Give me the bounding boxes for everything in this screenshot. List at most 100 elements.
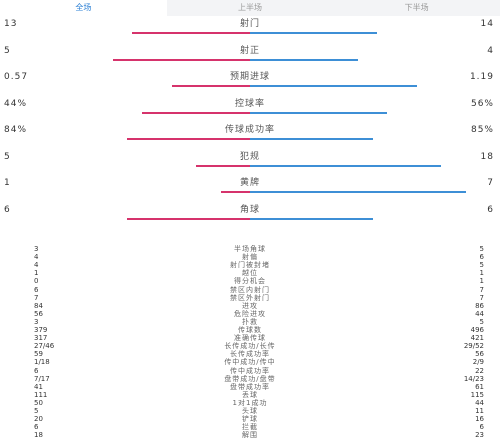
home-value: 7 bbox=[34, 293, 39, 302]
home-value: 13 bbox=[4, 19, 18, 29]
home-value: 56 bbox=[34, 309, 43, 318]
tab-first-half[interactable]: 上半场 bbox=[238, 3, 262, 12]
table-row: 3 扑救 5 bbox=[0, 317, 500, 327]
period-tabs: 全场 上半场 下半场 bbox=[0, 0, 500, 16]
home-value: 1 bbox=[34, 269, 39, 278]
stat-label: 进攻 bbox=[242, 301, 258, 310]
away-value: 6 bbox=[479, 423, 484, 432]
home-value: 0.57 bbox=[4, 72, 29, 82]
stat-label: 禁区外射门 bbox=[230, 293, 270, 302]
home-value: 27/46 bbox=[34, 342, 55, 351]
table-row: 18 解围 23 bbox=[0, 430, 500, 440]
table-row: 111 丢球 115 bbox=[0, 390, 500, 400]
bar-stat-row: 0.57 预期进球 1.19 bbox=[0, 71, 500, 98]
stat-label: 得分机会 bbox=[234, 277, 266, 286]
stat-label: 射偏 bbox=[242, 253, 258, 262]
away-value: 16 bbox=[475, 415, 484, 424]
away-value: 421 bbox=[470, 334, 484, 343]
bar-stat-row: 5 射正 4 bbox=[0, 45, 500, 72]
home-value: 1/18 bbox=[34, 358, 50, 367]
stat-label: 铲球 bbox=[242, 415, 258, 424]
bar-stat-row: 5 犯规 18 bbox=[0, 151, 500, 178]
away-value: 4 bbox=[487, 45, 494, 56]
away-value: 5 bbox=[479, 261, 484, 270]
away-bar bbox=[250, 164, 441, 167]
away-value: 5 bbox=[479, 317, 484, 326]
home-value: 1 bbox=[4, 178, 11, 188]
tab-second-half[interactable]: 下半场 bbox=[404, 3, 429, 12]
away-bar bbox=[250, 217, 373, 220]
stat-label: 角球 bbox=[239, 204, 260, 215]
stat-label: 传球成功率 bbox=[224, 125, 275, 135]
away-value: 7 bbox=[479, 293, 484, 302]
stat-label: 头球 bbox=[242, 407, 258, 415]
stat-label: 传中成功率 bbox=[230, 366, 270, 375]
home-value: 18 bbox=[34, 431, 43, 440]
away-value: 496 bbox=[470, 326, 484, 334]
table-row: 379 传球数 496 bbox=[0, 325, 500, 335]
away-value: 22 bbox=[475, 366, 484, 375]
home-bar bbox=[113, 58, 250, 61]
table-row: 4 射门被封堵 5 bbox=[0, 260, 500, 270]
home-bar bbox=[221, 191, 250, 193]
home-bar bbox=[132, 32, 250, 34]
away-value: 44 bbox=[475, 309, 484, 318]
away-value: 6 bbox=[479, 253, 484, 262]
table-row: 1/18 传中成功/传中 2/9 bbox=[0, 357, 500, 367]
tab-full-match[interactable]: 全场 bbox=[0, 0, 167, 16]
stat-label: 控球率 bbox=[234, 98, 265, 109]
bar-stat-row: 1 黄牌 7 bbox=[0, 177, 500, 204]
stat-label: 禁区内射门 bbox=[230, 285, 270, 294]
away-value: 14 bbox=[480, 19, 494, 29]
away-value: 1 bbox=[479, 269, 484, 278]
home-value: 3 bbox=[34, 245, 39, 253]
table-row: 6 拦截 6 bbox=[0, 422, 500, 432]
table-row: 84 进攻 86 bbox=[0, 301, 500, 311]
table-row: 0 得分机会 1 bbox=[0, 276, 500, 286]
away-value: 2/9 bbox=[472, 358, 484, 367]
away-value: 85% bbox=[470, 125, 494, 135]
table-row: 20 铲球 16 bbox=[0, 414, 500, 424]
stat-label: 射门被封堵 bbox=[230, 261, 270, 270]
home-value: 6 bbox=[4, 204, 11, 215]
away-value: 7 bbox=[479, 285, 484, 294]
home-value: 6 bbox=[34, 285, 39, 294]
stat-label: 扑救 bbox=[242, 317, 258, 326]
table-row: 56 危险进攻 44 bbox=[0, 309, 500, 319]
away-bar bbox=[250, 111, 387, 114]
away-value: 115 bbox=[470, 390, 484, 399]
away-value: 11 bbox=[475, 407, 484, 415]
away-value: 18 bbox=[480, 151, 494, 162]
home-value: 84% bbox=[4, 125, 28, 135]
table-row: 27/46 长传成功/长传 29/52 bbox=[0, 341, 500, 351]
home-value: 111 bbox=[34, 390, 48, 399]
home-value: 317 bbox=[34, 334, 48, 343]
away-bar bbox=[250, 85, 417, 87]
home-value: 379 bbox=[34, 326, 48, 334]
table-row: 41 盘带成功率 61 bbox=[0, 382, 500, 392]
home-bar bbox=[127, 138, 250, 140]
away-value: 14/23 bbox=[463, 374, 484, 383]
stat-label: 解围 bbox=[242, 431, 258, 440]
stat-label: 准确传球 bbox=[234, 334, 266, 343]
stat-label: 长传成功/长传 bbox=[224, 342, 276, 351]
away-value: 1 bbox=[479, 277, 484, 286]
home-value: 3 bbox=[34, 317, 39, 326]
stat-label: 长传成功率 bbox=[230, 350, 270, 359]
stat-label: 拦截 bbox=[242, 423, 258, 432]
home-value: 0 bbox=[34, 277, 39, 286]
table-row: 6 传中成功率 22 bbox=[0, 366, 500, 376]
away-value: 56 bbox=[475, 350, 484, 359]
away-value: 86 bbox=[475, 301, 484, 310]
home-bar bbox=[127, 217, 250, 220]
home-value: 5 bbox=[4, 45, 11, 56]
table-row: 7/17 盘带成功/盘带 14/23 bbox=[0, 374, 500, 384]
stat-label: 1对1成功 bbox=[232, 398, 268, 407]
home-bar bbox=[172, 85, 250, 87]
stat-label: 传中成功/传中 bbox=[224, 358, 276, 367]
table-row: 3 半场角球 5 bbox=[0, 244, 500, 254]
stat-label: 越位 bbox=[242, 269, 258, 278]
away-bar bbox=[250, 58, 358, 61]
away-value: 29/52 bbox=[463, 342, 484, 351]
stat-label: 射正 bbox=[239, 45, 260, 56]
